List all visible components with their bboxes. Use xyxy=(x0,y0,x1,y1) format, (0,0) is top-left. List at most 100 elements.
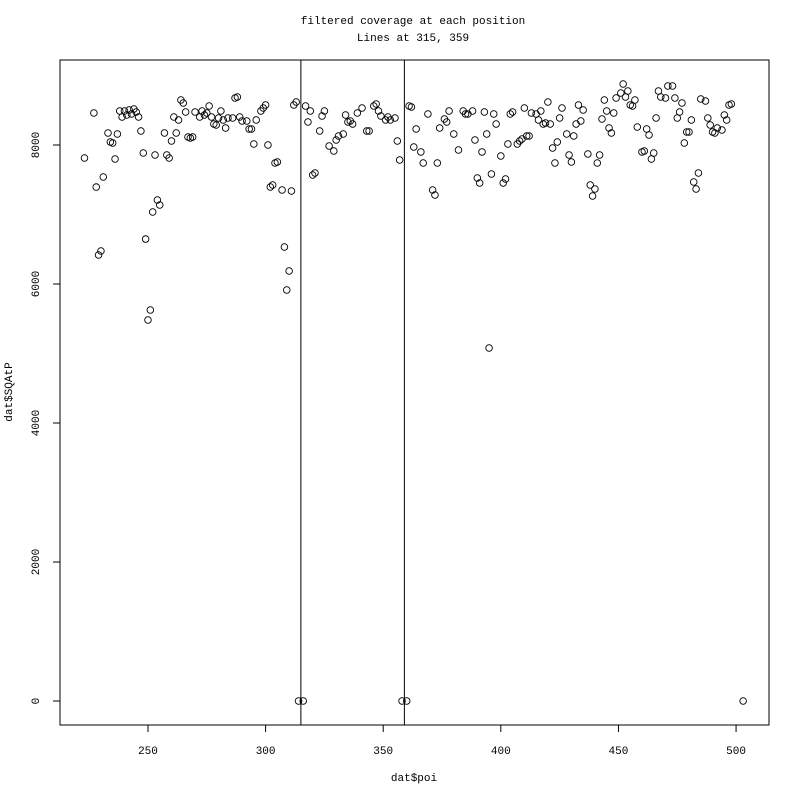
point xyxy=(588,192,597,200)
point xyxy=(407,103,416,111)
point xyxy=(348,120,357,128)
point xyxy=(577,117,585,125)
point xyxy=(238,117,246,125)
point xyxy=(473,174,482,182)
point xyxy=(148,208,157,216)
point xyxy=(480,108,489,116)
point xyxy=(657,93,665,101)
point xyxy=(551,159,559,167)
point xyxy=(593,159,602,167)
point xyxy=(306,107,315,115)
point xyxy=(649,149,658,157)
point xyxy=(287,187,296,195)
point xyxy=(127,110,136,118)
point xyxy=(97,247,105,255)
point xyxy=(207,113,216,121)
point xyxy=(132,108,140,116)
point xyxy=(461,110,470,118)
point xyxy=(482,130,491,138)
point xyxy=(612,94,620,102)
y-tick-label: 2000 xyxy=(31,549,43,575)
point xyxy=(315,127,324,135)
point xyxy=(278,186,286,194)
point xyxy=(692,185,700,193)
point xyxy=(501,175,510,183)
point xyxy=(245,125,253,133)
point xyxy=(398,697,406,705)
point xyxy=(191,108,199,116)
point xyxy=(562,130,571,138)
point xyxy=(283,286,291,294)
point xyxy=(640,147,649,155)
point xyxy=(412,125,420,133)
point xyxy=(330,147,338,155)
point xyxy=(219,116,228,124)
point xyxy=(410,143,418,151)
y-tick-label: 0 xyxy=(31,698,43,705)
point xyxy=(261,101,270,109)
point xyxy=(668,82,677,90)
point xyxy=(94,251,103,259)
point xyxy=(435,124,444,132)
point xyxy=(431,191,439,199)
point xyxy=(727,100,736,108)
point xyxy=(247,125,256,133)
point xyxy=(123,111,131,119)
point xyxy=(567,158,576,166)
point xyxy=(704,114,712,122)
point xyxy=(570,132,578,140)
point xyxy=(200,111,209,119)
point xyxy=(198,107,206,115)
point xyxy=(167,137,176,145)
point xyxy=(504,140,512,148)
point xyxy=(586,181,594,189)
point xyxy=(718,126,726,134)
point xyxy=(304,118,312,126)
point xyxy=(442,118,451,126)
point xyxy=(217,107,225,115)
point xyxy=(525,132,533,140)
point xyxy=(151,151,159,159)
point xyxy=(713,124,721,132)
point xyxy=(358,104,366,112)
point xyxy=(579,106,587,114)
plot-frame xyxy=(59,59,770,726)
point xyxy=(527,109,536,117)
point xyxy=(602,107,611,115)
point xyxy=(221,124,230,132)
point xyxy=(233,93,242,101)
point xyxy=(607,129,616,137)
point xyxy=(680,139,689,147)
chart-title: filtered coverage at each position xyxy=(301,16,525,28)
point xyxy=(605,124,613,132)
point xyxy=(508,108,517,116)
point xyxy=(301,102,310,110)
point xyxy=(266,183,275,191)
point xyxy=(584,150,592,158)
point xyxy=(595,151,604,159)
point xyxy=(485,344,493,352)
point xyxy=(391,114,399,122)
point xyxy=(395,156,404,164)
point xyxy=(146,306,155,314)
point xyxy=(701,97,710,105)
point xyxy=(99,173,108,181)
point xyxy=(250,140,258,148)
point xyxy=(546,120,554,128)
point xyxy=(591,185,599,193)
point xyxy=(341,111,350,119)
point xyxy=(555,114,564,122)
point xyxy=(311,169,319,177)
point xyxy=(428,186,437,194)
point xyxy=(706,121,714,129)
point xyxy=(506,110,514,118)
x-tick-label: 250 xyxy=(138,746,158,758)
point xyxy=(402,697,411,705)
y-axis-label: dat$SQAtP xyxy=(4,362,16,422)
point xyxy=(334,132,343,140)
point xyxy=(499,179,507,187)
point xyxy=(624,87,632,95)
point xyxy=(153,196,162,204)
point xyxy=(294,697,303,705)
